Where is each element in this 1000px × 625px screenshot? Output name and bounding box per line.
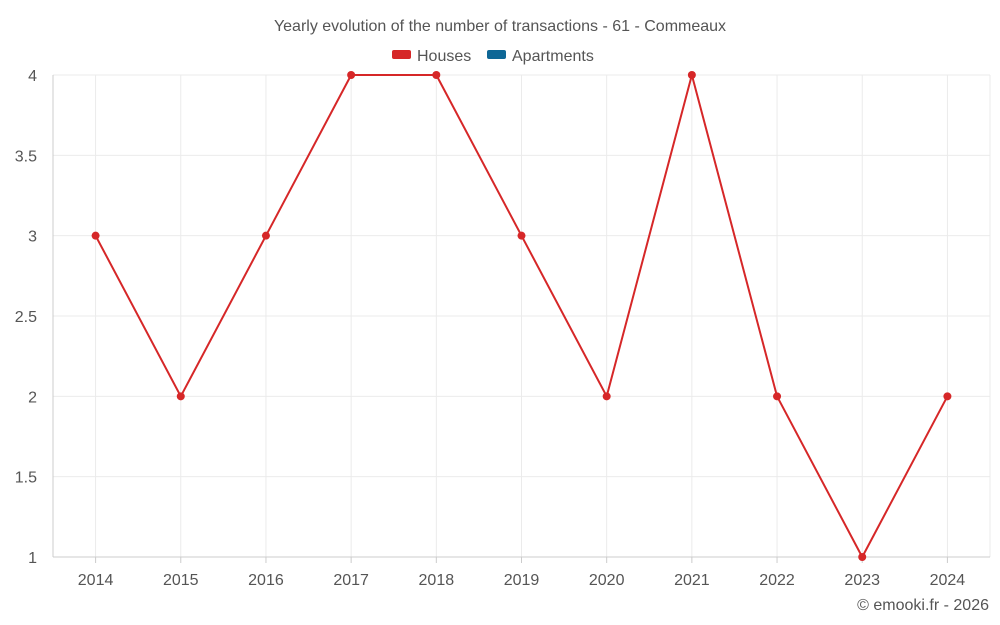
data-point-houses-2019[interactable] <box>517 231 526 240</box>
x-tick-label: 2016 <box>248 572 284 589</box>
x-tick-label: 2015 <box>163 572 199 589</box>
axes: 1 1.5 2 2.5 3 3.5 4 2014 2015 2016 2017 2018 2019 202… <box>15 68 990 589</box>
data-point-houses-2017[interactable] <box>347 71 356 79</box>
y-tick-label: 3.5 <box>15 148 37 165</box>
legend-swatch-houses <box>392 50 411 59</box>
y-tick-label: 1 <box>28 550 37 567</box>
x-tick-label: 2022 <box>759 572 795 589</box>
legend-label-apartments: Apartments <box>512 48 594 65</box>
data-point-houses-2016[interactable] <box>261 231 270 240</box>
x-tick-label: 2014 <box>78 572 114 589</box>
y-tick-label: 2 <box>28 389 37 406</box>
x-tick-label: 2020 <box>589 572 625 589</box>
credit-text: © emooki.fr - 2026 <box>857 597 989 614</box>
data-point-houses-2015[interactable] <box>176 392 185 401</box>
legend-swatch-apartments <box>487 50 506 59</box>
data-point-houses-2018[interactable] <box>432 71 441 79</box>
y-tick-label: 1.5 <box>15 470 37 487</box>
x-tick-label: 2019 <box>504 572 540 589</box>
data-point-houses-2024[interactable] <box>943 392 952 401</box>
legend-item-houses[interactable]: Houses <box>392 48 471 65</box>
series-houses <box>91 71 952 561</box>
x-tick-label: 2017 <box>333 572 369 589</box>
x-tick-label: 2024 <box>930 572 966 589</box>
y-tick-label: 2.5 <box>15 309 37 326</box>
legend-item-apartments[interactable]: Apartments <box>487 48 594 65</box>
legend-label-houses: Houses <box>417 48 471 65</box>
legend[interactable]: Houses Apartments <box>392 48 594 65</box>
x-tick-label: 2021 <box>674 572 710 589</box>
data-point-houses-2014[interactable] <box>91 231 100 240</box>
data-point-houses-2020[interactable] <box>602 392 611 401</box>
x-tick-label: 2023 <box>844 572 880 589</box>
data-point-houses-2023[interactable] <box>858 553 867 561</box>
y-tick-label: 4 <box>28 68 37 85</box>
y-tick-label: 3 <box>28 229 37 246</box>
data-point-houses-2022[interactable] <box>773 392 782 401</box>
chart-title: Yearly evolution of the number of transa… <box>274 18 726 35</box>
x-tick-label: 2018 <box>419 572 455 589</box>
gridlines <box>53 74 991 558</box>
data-point-houses-2021[interactable] <box>687 71 696 79</box>
